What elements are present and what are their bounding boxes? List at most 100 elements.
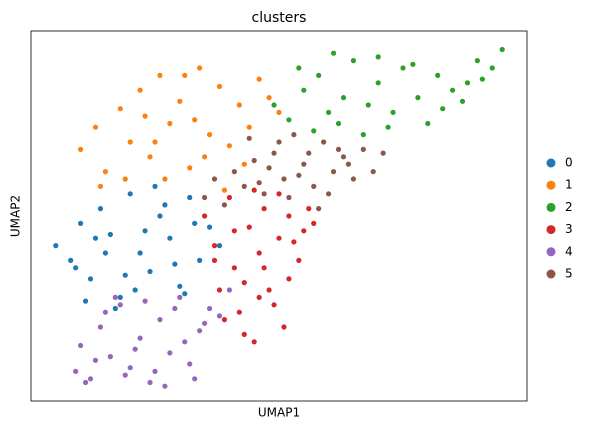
point bbox=[78, 146, 84, 152]
point bbox=[202, 213, 208, 219]
point bbox=[464, 80, 471, 86]
point bbox=[321, 139, 327, 145]
point bbox=[236, 102, 242, 108]
y-axis-label: UMAP2 bbox=[9, 195, 23, 237]
point bbox=[271, 150, 277, 156]
point bbox=[177, 283, 183, 289]
point bbox=[291, 239, 297, 245]
point bbox=[221, 187, 228, 193]
point bbox=[216, 83, 223, 90]
point bbox=[350, 58, 356, 64]
point bbox=[281, 324, 287, 330]
point bbox=[142, 228, 148, 234]
point bbox=[162, 383, 168, 389]
point bbox=[92, 357, 99, 363]
point bbox=[73, 368, 79, 374]
point bbox=[102, 309, 108, 315]
chart-title: clusters bbox=[252, 10, 307, 26]
point bbox=[87, 376, 94, 382]
point bbox=[137, 335, 143, 341]
point bbox=[246, 124, 252, 130]
point bbox=[216, 243, 223, 249]
point bbox=[256, 180, 262, 186]
point bbox=[206, 224, 213, 230]
point bbox=[202, 154, 208, 160]
point bbox=[231, 169, 237, 175]
point bbox=[286, 194, 292, 201]
point bbox=[182, 72, 188, 78]
point bbox=[122, 176, 128, 182]
point bbox=[127, 365, 133, 371]
point bbox=[177, 294, 183, 300]
point bbox=[286, 213, 292, 219]
point bbox=[256, 76, 262, 82]
point bbox=[251, 339, 257, 345]
point bbox=[266, 287, 272, 293]
point bbox=[97, 183, 104, 189]
point bbox=[152, 139, 158, 145]
legend: 0 1 2 3 4 5 bbox=[546, 156, 573, 281]
point bbox=[197, 328, 203, 334]
point bbox=[271, 302, 277, 308]
point bbox=[142, 298, 148, 304]
point bbox=[206, 305, 213, 312]
point bbox=[216, 287, 223, 293]
point bbox=[474, 58, 480, 64]
point bbox=[241, 331, 247, 337]
point bbox=[291, 132, 297, 138]
point bbox=[370, 169, 376, 175]
point bbox=[375, 54, 381, 60]
point bbox=[102, 169, 108, 175]
point bbox=[311, 183, 317, 189]
point bbox=[78, 220, 84, 226]
point bbox=[157, 72, 163, 78]
point bbox=[162, 176, 168, 182]
point bbox=[177, 98, 183, 104]
point bbox=[97, 206, 104, 212]
point bbox=[202, 194, 208, 201]
point bbox=[251, 157, 257, 164]
point bbox=[127, 191, 133, 197]
point bbox=[152, 183, 158, 189]
point bbox=[316, 206, 322, 212]
point bbox=[425, 120, 431, 127]
point bbox=[256, 294, 262, 300]
point bbox=[301, 87, 307, 93]
point bbox=[360, 146, 366, 152]
point bbox=[192, 220, 198, 226]
point bbox=[246, 224, 252, 230]
legend-label: 1 bbox=[565, 178, 573, 192]
plot-frame bbox=[30, 30, 528, 402]
point bbox=[276, 235, 282, 241]
point bbox=[117, 302, 123, 308]
point bbox=[499, 46, 505, 53]
point bbox=[311, 128, 317, 134]
point bbox=[102, 250, 108, 256]
point bbox=[296, 257, 302, 263]
point bbox=[276, 139, 282, 145]
point bbox=[157, 213, 163, 219]
point bbox=[479, 76, 485, 82]
point bbox=[87, 276, 94, 282]
legend-marker bbox=[546, 269, 556, 279]
point bbox=[216, 313, 223, 319]
legend-marker bbox=[546, 247, 556, 257]
point bbox=[107, 354, 113, 360]
point bbox=[127, 139, 133, 145]
legend-label: 0 bbox=[565, 156, 573, 170]
point bbox=[226, 143, 232, 149]
point bbox=[117, 106, 123, 112]
point bbox=[261, 206, 267, 212]
legend-marker bbox=[546, 158, 556, 168]
point bbox=[152, 368, 158, 374]
point bbox=[68, 257, 74, 263]
point bbox=[306, 150, 312, 156]
point bbox=[167, 350, 173, 356]
point bbox=[192, 117, 198, 123]
point bbox=[311, 220, 317, 226]
point bbox=[97, 324, 104, 330]
point bbox=[316, 72, 322, 78]
point bbox=[132, 346, 138, 352]
point bbox=[276, 191, 282, 197]
